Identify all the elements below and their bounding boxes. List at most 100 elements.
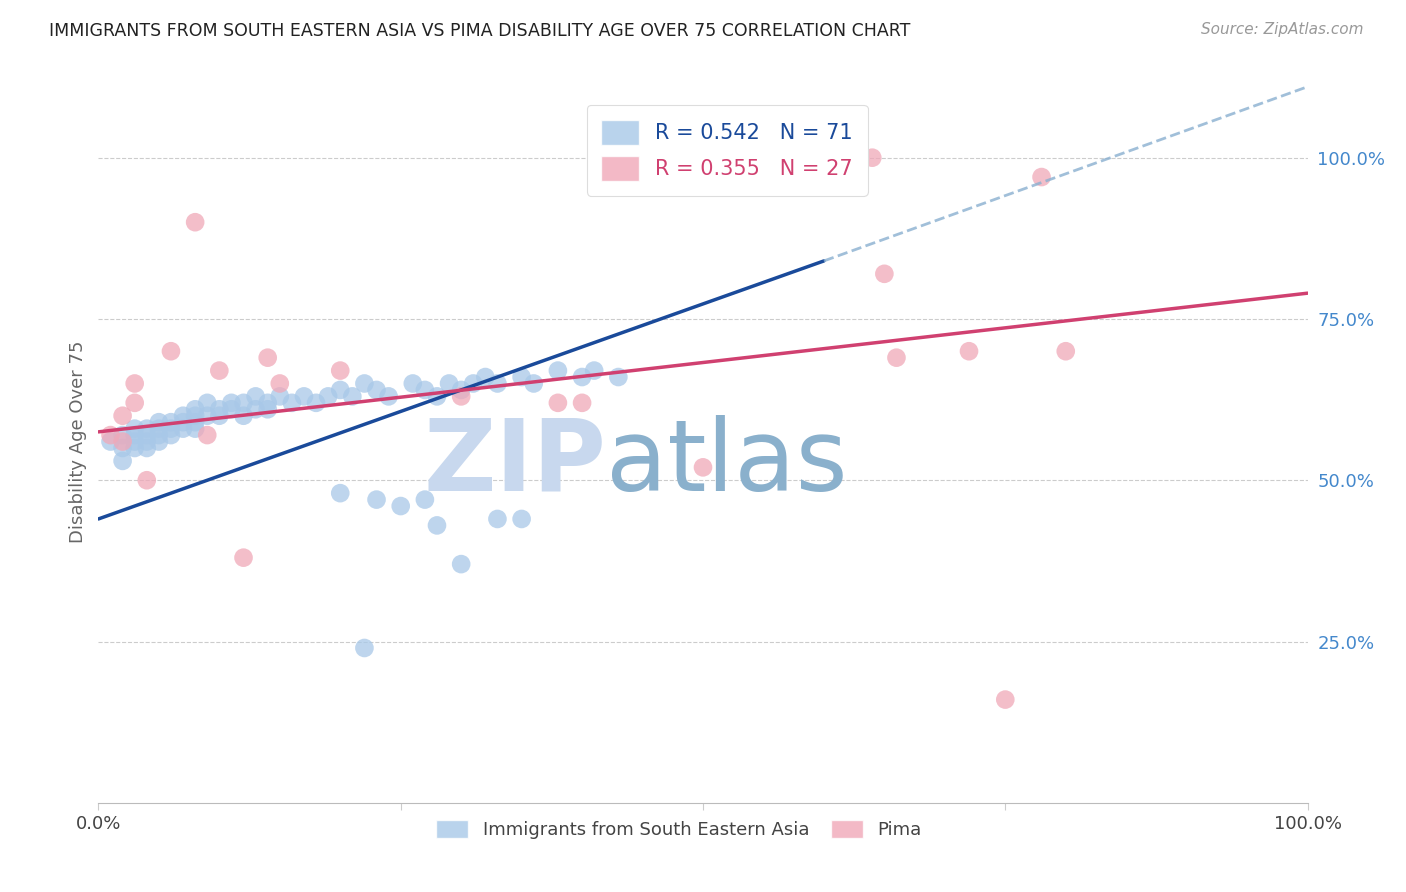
Point [463, 376, 485, 391]
Point [232, 550, 254, 565]
Point [221, 402, 243, 417]
Point [195, 409, 218, 423]
Point [208, 363, 231, 377]
Point [111, 409, 134, 423]
Point [256, 396, 278, 410]
Point [232, 396, 254, 410]
Point [100, 434, 122, 449]
Y-axis label: Disability Age Over 75: Disability Age Over 75 [69, 340, 87, 543]
Point [160, 422, 183, 436]
Point [269, 376, 291, 391]
Point [256, 402, 278, 417]
Text: IMMIGRANTS FROM SOUTH EASTERN ASIA VS PIMA DISABILITY AGE OVER 75 CORRELATION CH: IMMIGRANTS FROM SOUTH EASTERN ASIA VS PI… [49, 22, 911, 40]
Point [366, 492, 388, 507]
Point [437, 376, 460, 391]
Point [692, 460, 714, 475]
Point [329, 363, 352, 377]
Point [135, 434, 157, 449]
Point [886, 351, 908, 365]
Point [873, 267, 896, 281]
Text: Source: ZipAtlas.com: Source: ZipAtlas.com [1201, 22, 1364, 37]
Point [111, 434, 134, 449]
Point [100, 428, 122, 442]
Point [523, 376, 546, 391]
Point [221, 396, 243, 410]
Point [426, 518, 449, 533]
Point [124, 441, 146, 455]
Point [571, 370, 593, 384]
Point [256, 351, 278, 365]
Point [813, 151, 835, 165]
Point [377, 389, 399, 403]
Point [329, 383, 352, 397]
Point [184, 409, 207, 423]
Legend: Immigrants from South Eastern Asia, Pima: Immigrants from South Eastern Asia, Pima [426, 811, 931, 848]
Point [124, 428, 146, 442]
Point [184, 422, 207, 436]
Point [269, 389, 291, 403]
Point [607, 370, 630, 384]
Point [389, 499, 412, 513]
Point [172, 415, 194, 429]
Point [994, 692, 1017, 706]
Point [148, 434, 170, 449]
Point [195, 396, 218, 410]
Point [135, 422, 157, 436]
Point [208, 402, 231, 417]
Point [353, 376, 375, 391]
Point [245, 402, 267, 417]
Point [413, 383, 436, 397]
Point [450, 383, 472, 397]
Point [366, 383, 388, 397]
Point [135, 473, 157, 487]
Point [583, 363, 606, 377]
Point [148, 422, 170, 436]
Point [245, 389, 267, 403]
Point [413, 492, 436, 507]
Point [316, 389, 339, 403]
Point [124, 434, 146, 449]
Point [426, 389, 449, 403]
Point [160, 344, 183, 359]
Point [148, 428, 170, 442]
Point [329, 486, 352, 500]
Point [510, 512, 533, 526]
Point [160, 428, 183, 442]
Point [292, 389, 315, 403]
Point [111, 454, 134, 468]
Point [860, 151, 883, 165]
Point [184, 402, 207, 417]
Point [486, 512, 509, 526]
Point [184, 215, 207, 229]
Point [111, 441, 134, 455]
Point [208, 409, 231, 423]
Point [305, 396, 328, 410]
Point [148, 415, 170, 429]
Point [135, 428, 157, 442]
Point [486, 376, 509, 391]
Point [184, 415, 207, 429]
Point [111, 428, 134, 442]
Point [474, 370, 496, 384]
Point [124, 376, 146, 391]
Point [1054, 344, 1077, 359]
Point [124, 422, 146, 436]
Point [510, 370, 533, 384]
Point [547, 396, 569, 410]
Point [353, 640, 375, 655]
Point [232, 409, 254, 423]
Point [124, 396, 146, 410]
Point [1031, 169, 1053, 184]
Point [957, 344, 980, 359]
Point [172, 409, 194, 423]
Point [837, 151, 859, 165]
Text: atlas: atlas [606, 415, 848, 512]
Point [281, 396, 304, 410]
Point [450, 557, 472, 571]
Point [195, 428, 218, 442]
Text: ZIP: ZIP [423, 415, 606, 512]
Point [547, 363, 569, 377]
Point [160, 415, 183, 429]
Point [342, 389, 364, 403]
Point [450, 389, 472, 403]
